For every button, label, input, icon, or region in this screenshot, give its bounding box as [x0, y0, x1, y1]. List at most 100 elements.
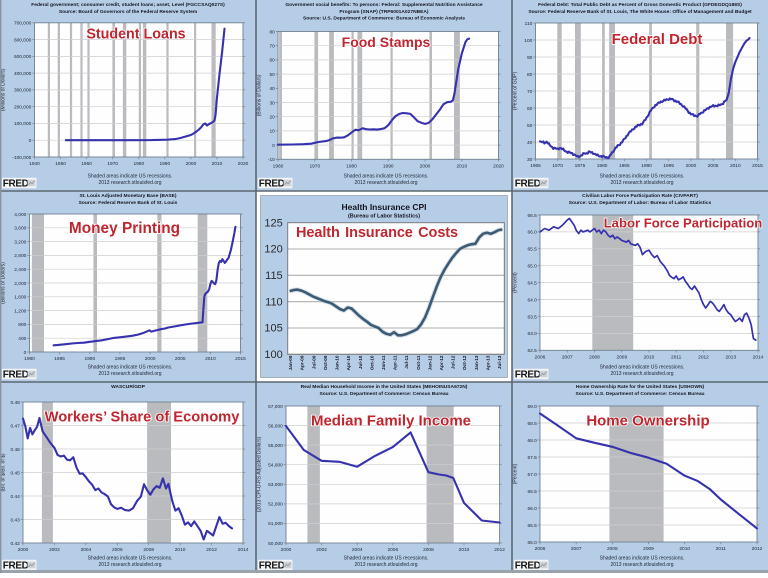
- svg-text:62.5: 62.5: [527, 348, 537, 354]
- svg-text:Government social benefits: To: Government social benefits: To persons: …: [285, 2, 483, 8]
- svg-text:0.43: 0.43: [10, 517, 20, 523]
- svg-text:1980: 1980: [24, 356, 35, 362]
- svg-text:55,000: 55,000: [268, 443, 283, 449]
- svg-text:1980: 1980: [346, 164, 357, 170]
- svg-text:FRED: FRED: [515, 178, 541, 189]
- svg-text:2013 research.stlouisfed.org: 2013 research.stlouisfed.org: [98, 562, 161, 568]
- svg-text:80: 80: [269, 29, 275, 35]
- svg-text:0: 0: [272, 143, 275, 149]
- svg-text:Federal Debt: Total Public Deb: Federal Debt: Total Public Debt as Perce…: [538, 2, 742, 8]
- svg-text:2007: 2007: [562, 355, 573, 361]
- svg-text:53,000: 53,000: [268, 482, 283, 488]
- svg-text:FRED: FRED: [515, 369, 541, 380]
- svg-text:(Percent of GDP): (Percent of GDP): [513, 72, 519, 111]
- svg-text:64.0: 64.0: [527, 297, 537, 303]
- svg-text:(Percent): (Percent): [513, 272, 519, 293]
- svg-text:2013 research.stlouisfed.org: 2013 research.stlouisfed.org: [98, 180, 161, 186]
- svg-text:Apr-13: Apr-13: [485, 355, 490, 370]
- svg-text:57,000: 57,000: [268, 404, 283, 410]
- svg-text:54,000: 54,000: [268, 463, 283, 469]
- svg-text:115: 115: [265, 270, 283, 282]
- svg-text:400: 400: [18, 336, 26, 342]
- svg-text:2012: 2012: [206, 547, 217, 553]
- svg-text:2000: 2000: [145, 356, 156, 362]
- svg-text:Oct-11: Oct-11: [416, 355, 421, 370]
- svg-text:67.5: 67.5: [527, 455, 537, 461]
- svg-text:3,600: 3,600: [14, 226, 26, 232]
- svg-text:Median Family Income: Median Family Income: [311, 413, 471, 430]
- svg-text:125: 125: [264, 217, 282, 229]
- svg-text:Jan-10: Jan-10: [335, 355, 340, 370]
- svg-text:90: 90: [527, 55, 533, 61]
- svg-text:Source: U.S. Department of Lab: Source: U.S. Department of Labor: Bureau…: [569, 200, 712, 206]
- svg-text:2008: 2008: [423, 547, 434, 553]
- svg-text:60: 60: [269, 58, 275, 64]
- svg-text:2009: 2009: [616, 355, 627, 361]
- svg-text:65.5: 65.5: [527, 523, 537, 529]
- svg-text:700,000: 700,000: [14, 21, 32, 27]
- svg-text:Home Ownership: Home Ownership: [586, 413, 709, 430]
- svg-text:2020: 2020: [238, 161, 249, 167]
- svg-text:1965: 1965: [530, 163, 541, 169]
- svg-text:63.5: 63.5: [527, 314, 537, 320]
- svg-text:-10: -10: [268, 157, 275, 163]
- svg-text:40: 40: [527, 140, 533, 146]
- svg-text:70: 70: [269, 44, 275, 50]
- svg-text:2000: 2000: [281, 547, 292, 553]
- svg-text:2004: 2004: [81, 547, 92, 553]
- svg-text:400,000: 400,000: [14, 71, 32, 77]
- svg-text:0.44: 0.44: [10, 494, 20, 500]
- svg-text:63.0: 63.0: [527, 331, 537, 337]
- svg-text:2005: 2005: [175, 356, 186, 362]
- svg-text:1985: 1985: [619, 163, 630, 169]
- svg-text:0.47: 0.47: [10, 423, 20, 429]
- svg-text:Jan-09: Jan-09: [288, 355, 293, 370]
- svg-text:50: 50: [269, 72, 275, 78]
- svg-text:30: 30: [527, 157, 533, 163]
- svg-text:2010: 2010: [456, 164, 467, 170]
- svg-text:2010: 2010: [459, 547, 470, 553]
- svg-text:100: 100: [524, 38, 532, 44]
- svg-text:Source: Federal Reserve Bank o: Source: Federal Reserve Bank of St. Loui…: [79, 200, 178, 206]
- svg-text:1980: 1980: [133, 161, 144, 167]
- svg-text:100,000: 100,000: [14, 121, 32, 127]
- svg-text:2014: 2014: [238, 547, 249, 553]
- svg-text:2010: 2010: [212, 161, 223, 167]
- svg-text:1990: 1990: [383, 164, 394, 170]
- svg-text:(Billions of Dollars): (Billions of Dollars): [257, 74, 263, 116]
- svg-text:0.46: 0.46: [10, 447, 20, 453]
- svg-text:1960: 1960: [81, 161, 92, 167]
- svg-text:-100,000: -100,000: [12, 155, 31, 161]
- svg-text:(Bil. of $/Bil. of $): (Bil. of $/Bil. of $): [1, 453, 7, 491]
- svg-text:2012: 2012: [494, 547, 505, 553]
- svg-text:FRED: FRED: [3, 560, 29, 571]
- svg-text:2013 research.stlouisfed.org: 2013 research.stlouisfed.org: [354, 562, 417, 568]
- svg-text:Oct-09: Oct-09: [323, 355, 328, 370]
- svg-text:2007: 2007: [571, 546, 582, 552]
- svg-text:2000: 2000: [18, 547, 29, 553]
- svg-text:Jan-13: Jan-13: [474, 355, 479, 370]
- svg-text:1990: 1990: [641, 163, 652, 169]
- svg-text:1940: 1940: [29, 161, 40, 167]
- svg-text:Shaded areas indicate US reces: Shaded areas indicate US recessions.: [344, 555, 429, 561]
- svg-text:(Millions of Dollars): (Millions of Dollars): [1, 68, 7, 111]
- svg-text:2013: 2013: [725, 355, 736, 361]
- svg-text:1985: 1985: [54, 356, 65, 362]
- svg-text:69.0: 69.0: [527, 404, 537, 410]
- svg-text:1,600: 1,600: [14, 295, 26, 301]
- svg-text:Jul-10: Jul-10: [358, 355, 363, 369]
- svg-text:Jul-12: Jul-12: [451, 355, 456, 369]
- svg-text:70: 70: [527, 89, 533, 95]
- svg-text:2009: 2009: [643, 546, 654, 552]
- svg-text:100: 100: [264, 349, 282, 361]
- svg-text:65.5: 65.5: [527, 247, 537, 253]
- svg-text:2004: 2004: [352, 547, 363, 553]
- svg-text:65.0: 65.0: [527, 264, 537, 270]
- svg-text:(Percent): (Percent): [513, 463, 519, 484]
- svg-text:67.0: 67.0: [527, 472, 537, 478]
- svg-text:2013 research.stlouisfed.org: 2013 research.stlouisfed.org: [610, 180, 673, 186]
- svg-text:WASCUR/GDP: WASCUR/GDP: [111, 384, 145, 390]
- svg-text:2013 research.stlouisfed.org: 2013 research.stlouisfed.org: [354, 180, 417, 186]
- svg-text:2,400: 2,400: [14, 267, 26, 273]
- svg-text:56,000: 56,000: [268, 423, 283, 429]
